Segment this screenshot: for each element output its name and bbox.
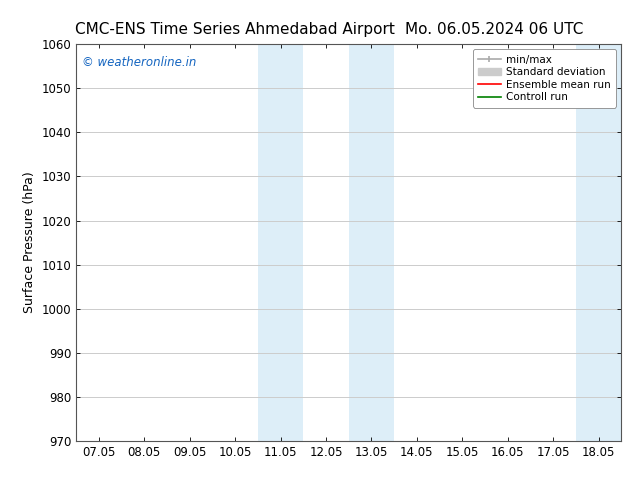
Text: © weatheronline.in: © weatheronline.in [82, 56, 196, 69]
Text: CMC-ENS Time Series Ahmedabad Airport: CMC-ENS Time Series Ahmedabad Airport [75, 22, 394, 37]
Text: Mo. 06.05.2024 06 UTC: Mo. 06.05.2024 06 UTC [405, 22, 584, 37]
Y-axis label: Surface Pressure (hPa): Surface Pressure (hPa) [23, 172, 36, 314]
Bar [258, 44, 303, 441]
Bar [349, 44, 394, 441]
Legend: min/max, Standard deviation, Ensemble mean run, Controll run: min/max, Standard deviation, Ensemble me… [473, 49, 616, 107]
Bar [576, 44, 621, 441]
